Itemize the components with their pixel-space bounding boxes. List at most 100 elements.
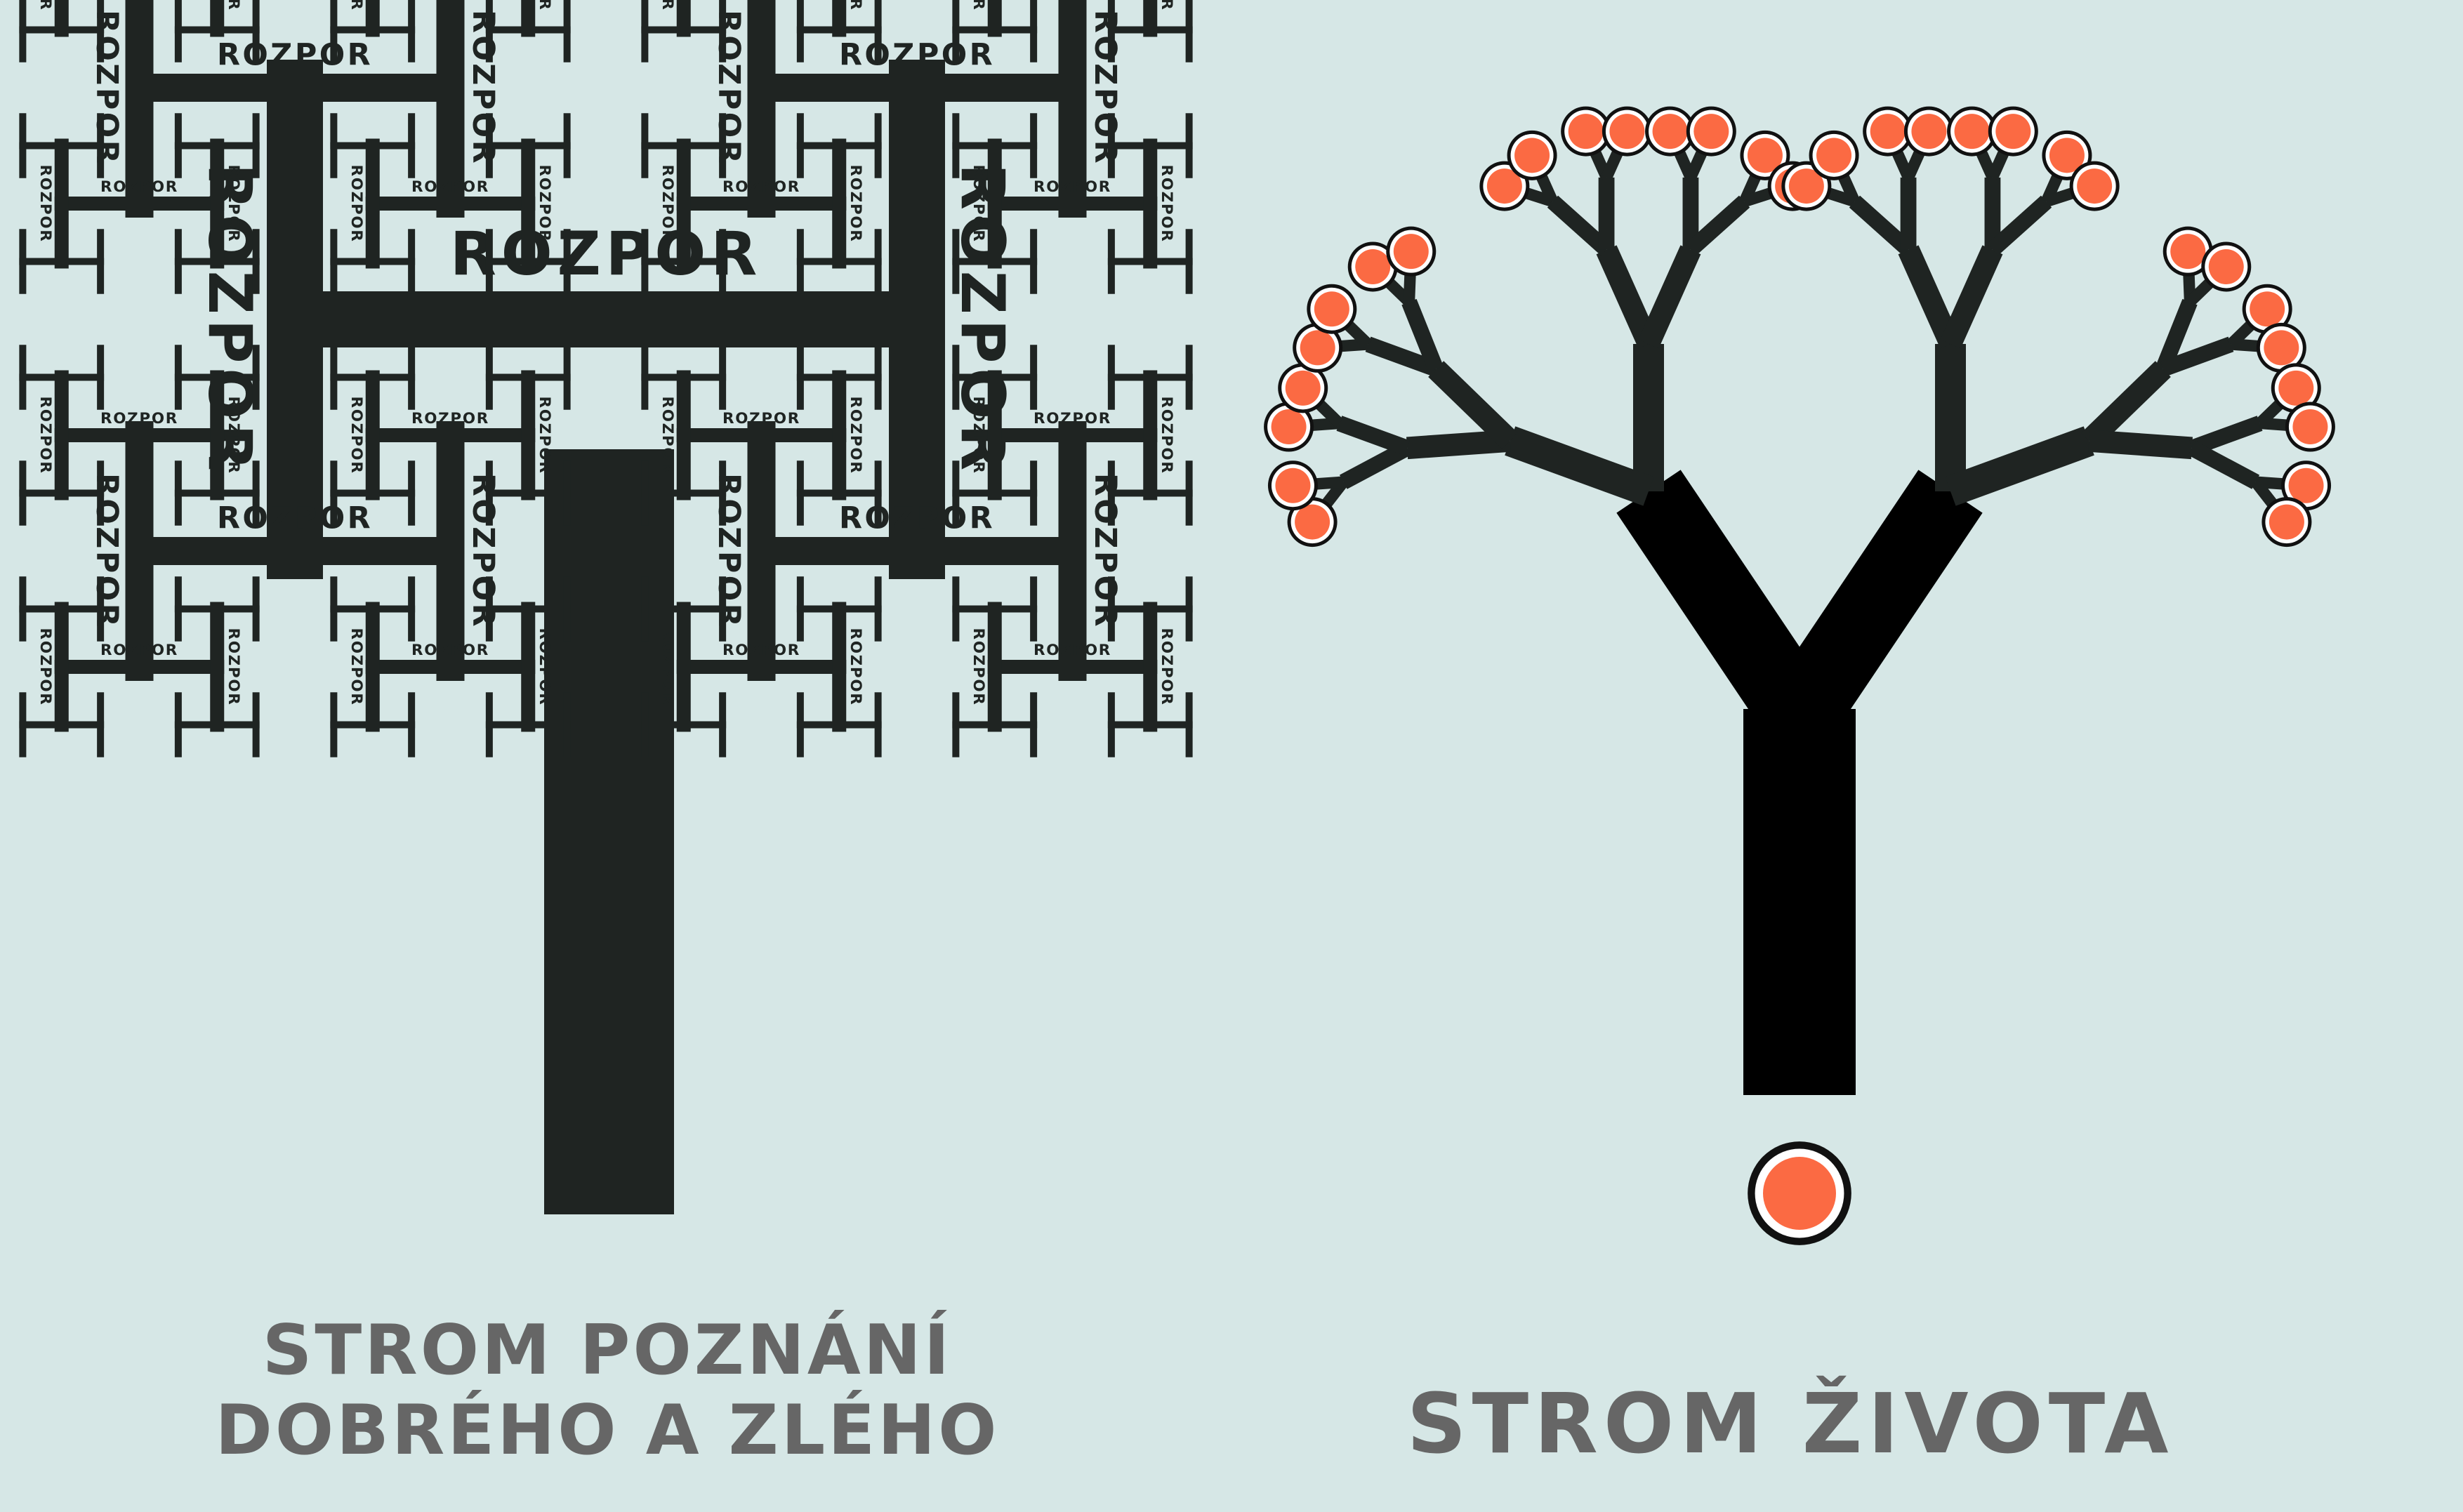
- h-tree-bar: [174, 489, 260, 497]
- rozpor-label: ROZPOR: [847, 628, 864, 705]
- h-tree-bar: [987, 660, 1158, 674]
- fruit: [1911, 114, 1947, 150]
- h-tree-bar: [1107, 258, 1193, 265]
- h-tree-post: [796, 692, 804, 757]
- fruit: [1870, 114, 1906, 150]
- rozpor-label: ROZPOR: [37, 396, 54, 474]
- rozpor-label: ROZPOR: [1034, 642, 1111, 659]
- h-tree-bar: [1107, 605, 1193, 613]
- h-tree-bar: [19, 605, 105, 613]
- tree-fruits: [1264, 106, 2335, 1245]
- h-tree-post: [1030, 576, 1038, 642]
- h-tree-post: [19, 229, 27, 294]
- h-tree-post: [1143, 370, 1158, 500]
- h-tree-post: [563, 576, 571, 642]
- rozpor-label: ROZPOR: [970, 164, 987, 242]
- h-tree-post: [641, 0, 649, 62]
- h-tree-post: [796, 345, 804, 410]
- h-tree-bar: [19, 721, 105, 729]
- h-tree-post: [676, 602, 691, 732]
- h-tree-post: [252, 576, 260, 642]
- h-tree-post: [252, 460, 260, 526]
- rozpor-label: ROZPOR: [194, 164, 265, 475]
- h-tree-bar: [952, 721, 1038, 729]
- h-tree-bar: [1107, 26, 1193, 34]
- h-tree-bar: [796, 258, 882, 265]
- rozpor-label: ROZPOR: [970, 0, 987, 11]
- rozpor-label: ROZPOR: [225, 0, 242, 11]
- h-tree-post: [641, 692, 649, 757]
- rozpor-label: ROZPOR: [847, 164, 864, 242]
- h-tree-post: [54, 138, 69, 269]
- h-tree-post: [1143, 602, 1158, 732]
- rozpor-label: ROZPOR: [348, 628, 365, 705]
- h-tree-bar: [330, 142, 416, 150]
- h-tree-bar: [641, 258, 727, 265]
- h-tree-post: [252, 0, 260, 62]
- fruit: [1747, 138, 1783, 173]
- fruit: [1788, 168, 1824, 204]
- h-tree-post: [874, 113, 882, 178]
- branch: [1987, 195, 2052, 256]
- rozpor-label: ROZPOR: [722, 410, 800, 427]
- fruit: [2049, 138, 2085, 173]
- h-tree-post: [210, 602, 225, 732]
- h-tree-post: [676, 370, 691, 500]
- branch: [2160, 336, 2234, 377]
- h-tree-post: [521, 370, 536, 500]
- h-tree-post: [485, 113, 493, 178]
- fruit: [1514, 138, 1550, 173]
- rozpor-label: ROZPOR: [659, 396, 676, 474]
- h-tree-post: [874, 0, 882, 62]
- fruit: [1816, 138, 1852, 173]
- h-tree-post: [1185, 460, 1193, 526]
- h-tree-bar: [365, 197, 536, 211]
- h-tree-post: [563, 113, 571, 178]
- rozpor-label: ROZPOR: [659, 0, 676, 11]
- h-tree-post: [874, 229, 882, 294]
- branch: [1898, 245, 1961, 349]
- branch: [1685, 195, 1750, 256]
- h-tree-post: [174, 0, 182, 62]
- h-tree-post: [1107, 460, 1115, 526]
- h-tree-bar: [174, 258, 260, 265]
- rozpor-label: ROZPOR: [37, 0, 54, 11]
- caption-line-2: DOBRÉHO A ZLÉHO: [215, 1390, 1000, 1471]
- rozpor-label: ROZPOR: [411, 642, 489, 659]
- h-tree-post: [174, 113, 182, 178]
- h-tree-post: [1185, 113, 1193, 178]
- h-tree-bar: [19, 258, 105, 265]
- rozpor-label: ROZPOR: [536, 164, 553, 242]
- branch: [2081, 361, 2171, 449]
- h-tree-bar: [747, 74, 1087, 102]
- h-tree-post: [563, 229, 571, 294]
- h-tree-bar: [987, 428, 1158, 442]
- branch: [2188, 416, 2263, 456]
- rozpor-label: ROZPOR: [217, 37, 373, 72]
- branch: [1406, 430, 1511, 460]
- h-tree-bar: [987, 197, 1158, 211]
- h-tree-post: [210, 138, 225, 269]
- h-tree-post: [19, 345, 27, 410]
- branch: [1547, 195, 1612, 256]
- h-tree-post: [1185, 345, 1193, 410]
- fruit: [1314, 291, 1349, 327]
- fruit: [1652, 114, 1688, 150]
- fruit: [1271, 409, 1307, 445]
- rozpor-label: ROZPOR: [711, 473, 746, 629]
- h-tree-post: [796, 0, 804, 62]
- h-tree-post: [485, 345, 493, 410]
- h-tree-post: [952, 692, 960, 757]
- rozpor-label: ROZPOR: [947, 164, 1017, 475]
- h-tree-bar: [19, 489, 105, 497]
- h-tree-post: [641, 460, 649, 526]
- h-tree-post: [952, 460, 960, 526]
- h-tree-post: [874, 692, 882, 757]
- h-tree-post: [365, 370, 380, 500]
- h-tree-post: [1030, 460, 1038, 526]
- branch: [2188, 441, 2260, 489]
- main-limb-left: [1616, 470, 1832, 738]
- h-tree-post: [1107, 0, 1115, 62]
- rozpor-label: ROZPOR: [970, 396, 987, 474]
- rozpor-label: ROZPOR: [536, 628, 553, 705]
